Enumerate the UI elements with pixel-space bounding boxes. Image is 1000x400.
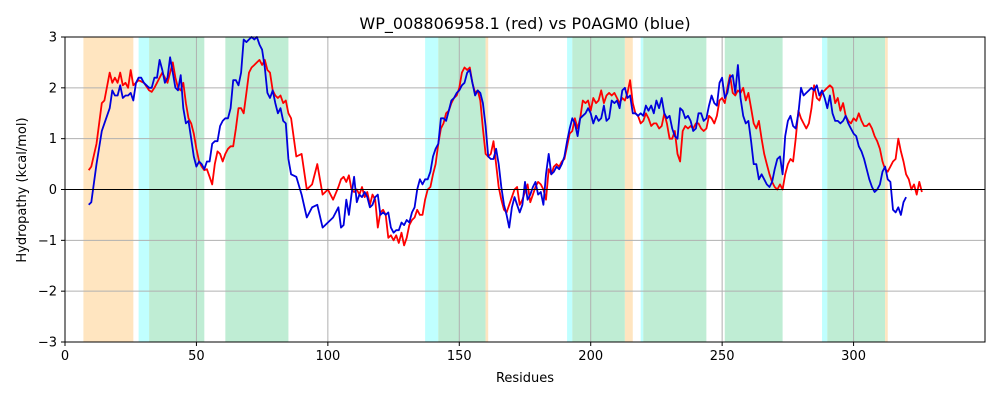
x-tick-label: 150: [447, 349, 472, 364]
x-tick-label: 200: [578, 349, 603, 364]
series-line-p0agm0: [88, 36, 907, 234]
y-axis-ticks: −3 −2 −1 0 1 2 3: [38, 31, 65, 351]
y-tick-label: −3: [38, 336, 57, 351]
y-tick-label: 2: [49, 81, 57, 96]
x-tick-label: 100: [315, 349, 340, 364]
x-axis-ticks: 0 50 100 150 200 250 300: [61, 342, 866, 364]
x-axis-label: Residues: [496, 371, 554, 386]
y-tick-label: 1: [49, 132, 57, 147]
x-tick-label: 50: [188, 349, 205, 364]
y-tick-label: −1: [38, 234, 57, 249]
chart-title: WP_008806958.1 (red) vs P0AGM0 (blue): [359, 14, 690, 34]
y-axis-label: Hydropathy (kcal/mol): [15, 117, 30, 262]
x-tick-label: 250: [710, 349, 735, 364]
series-lines: [87, 36, 923, 247]
y-tick-label: −2: [38, 285, 57, 300]
x-tick-label: 300: [841, 349, 866, 364]
y-tick-label: 3: [49, 31, 57, 46]
x-tick-label: 0: [61, 349, 69, 364]
y-tick-label: 0: [49, 183, 57, 198]
